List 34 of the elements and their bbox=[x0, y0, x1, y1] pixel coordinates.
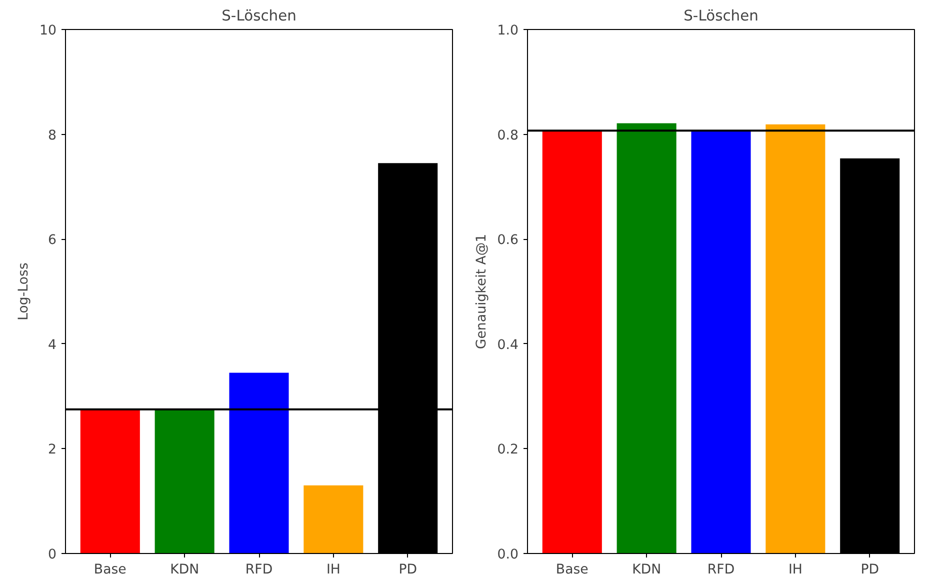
y-tick-label: 10 bbox=[40, 24, 57, 38]
y-tick-label: 2 bbox=[48, 442, 57, 458]
y-tick-label: 1.0 bbox=[497, 24, 519, 38]
chart-title: S-Löschen bbox=[222, 8, 296, 24]
y-axis-title: Log-Loss bbox=[16, 262, 32, 320]
y-tick-label: 0 bbox=[48, 548, 57, 562]
y-tick-label: 0.4 bbox=[497, 338, 519, 353]
bar bbox=[766, 124, 826, 554]
y-tick-label: 0.6 bbox=[497, 233, 519, 248]
chart-title: S-Löschen bbox=[684, 8, 758, 24]
x-tick-label: Base bbox=[94, 562, 126, 578]
y-tick-label: 4 bbox=[48, 338, 57, 353]
x-tick-label: KDN bbox=[170, 562, 200, 578]
y-tick-label: 8 bbox=[48, 128, 57, 144]
y-tick-label: 0.2 bbox=[497, 442, 519, 458]
bar bbox=[80, 409, 140, 554]
x-tick-label: IH bbox=[788, 562, 802, 578]
x-tick-label: PD bbox=[860, 562, 880, 578]
x-tick-label: IH bbox=[326, 562, 340, 578]
x-tick-label: Base bbox=[556, 562, 588, 578]
y-axis-title: Genauigkeit A@1 bbox=[474, 234, 490, 350]
y-tick-label: 0.8 bbox=[497, 128, 519, 144]
bar bbox=[154, 409, 214, 554]
y-tick-label: 0.0 bbox=[497, 548, 519, 562]
bar bbox=[691, 130, 751, 554]
x-tick-label: KDN bbox=[632, 562, 662, 578]
bar bbox=[542, 131, 602, 554]
bar bbox=[616, 123, 676, 554]
bar bbox=[304, 485, 364, 554]
bar bbox=[229, 372, 289, 554]
x-tick-label: RFD bbox=[707, 562, 735, 578]
x-tick-label: RFD bbox=[245, 562, 273, 578]
y-tick-label: 6 bbox=[48, 233, 57, 248]
x-tick-label: PD bbox=[398, 562, 418, 578]
